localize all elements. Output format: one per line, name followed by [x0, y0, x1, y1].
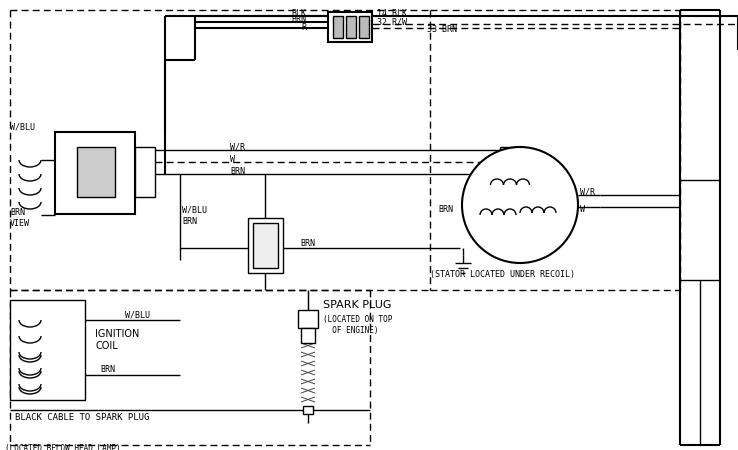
FancyBboxPatch shape — [77, 147, 115, 197]
Text: R: R — [301, 22, 306, 32]
FancyBboxPatch shape — [298, 310, 318, 328]
FancyBboxPatch shape — [303, 406, 313, 414]
FancyBboxPatch shape — [328, 12, 372, 42]
Text: W/BLU: W/BLU — [10, 122, 35, 131]
FancyBboxPatch shape — [253, 223, 278, 268]
Text: W: W — [580, 206, 585, 215]
Text: BLACK CABLE TO SPARK PLUG: BLACK CABLE TO SPARK PLUG — [15, 414, 149, 423]
FancyBboxPatch shape — [10, 300, 85, 400]
Text: IGNITION
COIL: IGNITION COIL — [95, 329, 139, 351]
Text: 32 R/W: 32 R/W — [377, 18, 407, 27]
FancyBboxPatch shape — [135, 147, 155, 197]
Text: SPARK PLUG: SPARK PLUG — [323, 300, 391, 310]
Text: BRN: BRN — [100, 365, 115, 374]
FancyBboxPatch shape — [55, 132, 135, 214]
Text: BRN: BRN — [230, 166, 245, 176]
Text: BRN: BRN — [182, 217, 197, 226]
Text: (LOCATED BELOW HEAD LAMP): (LOCATED BELOW HEAD LAMP) — [5, 444, 120, 450]
Text: BLK: BLK — [291, 9, 306, 18]
FancyBboxPatch shape — [346, 16, 356, 38]
Text: BRN: BRN — [291, 15, 306, 24]
FancyBboxPatch shape — [248, 218, 283, 273]
FancyBboxPatch shape — [301, 328, 315, 343]
Text: BRN: BRN — [438, 206, 453, 215]
Text: CDI
BOX: CDI BOX — [58, 158, 73, 177]
FancyBboxPatch shape — [333, 16, 343, 38]
Text: W/BLU: W/BLU — [182, 206, 207, 215]
Text: BRN
VIEW: BRN VIEW — [10, 208, 30, 228]
Text: W/R: W/R — [230, 143, 245, 152]
Text: BRN: BRN — [300, 238, 315, 248]
Text: W: W — [230, 154, 235, 163]
Circle shape — [462, 147, 578, 263]
Text: W/R: W/R — [580, 188, 595, 197]
Text: STATOR: STATOR — [504, 216, 536, 225]
Text: 33 BRN: 33 BRN — [427, 24, 457, 33]
FancyBboxPatch shape — [359, 16, 369, 38]
Text: W/BLU: W/BLU — [125, 310, 150, 320]
Text: (LOCATED ON TOP
  OF ENGINE): (LOCATED ON TOP OF ENGINE) — [323, 315, 393, 335]
Text: 14 BLK: 14 BLK — [377, 9, 407, 18]
Text: (STATOR LOCATED UNDER RECOIL): (STATOR LOCATED UNDER RECOIL) — [430, 270, 575, 279]
